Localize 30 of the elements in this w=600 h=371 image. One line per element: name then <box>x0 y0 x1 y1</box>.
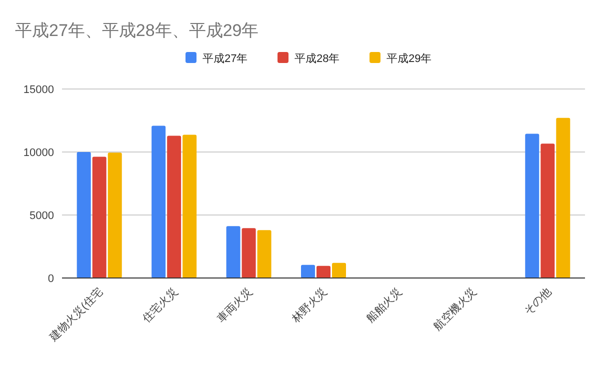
bar <box>167 136 182 278</box>
bar <box>257 230 272 278</box>
bar <box>332 262 346 278</box>
bar <box>76 152 91 278</box>
y-tick-label: 10000 <box>23 147 54 159</box>
bar <box>226 226 240 278</box>
bar <box>108 152 122 278</box>
bar <box>301 264 315 278</box>
bar <box>540 144 555 278</box>
x-tick-label: 住宅火災 <box>140 284 180 326</box>
x-tick-label: その他 <box>522 286 554 318</box>
y-tick-label: 15000 <box>23 84 54 96</box>
x-tick-label: 林野火災 <box>288 284 330 326</box>
x-tick-label: 車両火災 <box>214 284 255 326</box>
legend-label: 平成27年 <box>202 52 248 65</box>
y-tick-label: 5000 <box>30 210 54 222</box>
bar <box>152 126 166 278</box>
bar <box>182 134 197 278</box>
chart-title: 平成27年、平成28年、平成29年 <box>15 21 259 40</box>
x-tick-label: 建物火災(住宅 <box>46 284 106 344</box>
bar <box>525 134 540 278</box>
bar <box>242 228 256 278</box>
bar <box>556 118 570 278</box>
legend-label: 平成29年 <box>386 52 432 65</box>
y-tick-label: 0 <box>48 273 54 285</box>
x-tick-label: 船舶火災 <box>364 284 404 326</box>
bar <box>316 266 330 278</box>
x-tick-label: 航空機火災 <box>430 284 480 334</box>
bar <box>92 156 106 278</box>
legend-label: 平成28年 <box>294 52 340 65</box>
